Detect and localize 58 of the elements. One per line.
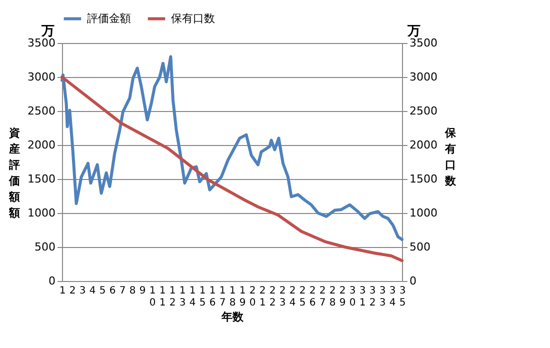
y-tick-label: 3000	[28, 70, 56, 84]
x-tick-label: 1 6	[209, 286, 216, 308]
x-tick-label: 2 4	[289, 286, 296, 308]
y2-tick-label: 0	[410, 274, 416, 288]
y2-axis-title: 保有口数	[444, 126, 457, 188]
x-tick-label: 2 2	[269, 286, 276, 308]
x-tick-label: 6	[109, 286, 116, 296]
x-tick-label: 9	[139, 286, 146, 296]
x-tick-label: 1 3	[179, 286, 186, 308]
legend-label: 保有口数	[171, 12, 215, 25]
x-tick-label: 3 0	[349, 286, 356, 308]
y2-tick-label: 3000	[410, 70, 438, 84]
legend-label: 評価金額	[87, 12, 131, 25]
x-tick-label: 8	[129, 286, 136, 296]
y-tick-label: 2500	[28, 104, 56, 118]
x-tick-label: 1 7	[219, 286, 226, 308]
y2-tick-label: 1000	[410, 206, 438, 220]
y2-tick-label: 3500	[410, 36, 438, 50]
y-tick-label: 2000	[28, 138, 56, 152]
x-tick-label: 1 8	[229, 286, 236, 308]
x-tick-label: 2 5	[299, 286, 306, 308]
y-tick-label: 500	[34, 240, 56, 254]
x-tick-label: 2 9	[339, 286, 346, 308]
y-tick-label: 1000	[28, 206, 56, 220]
x-tick-label: 1 2	[169, 286, 176, 308]
x-tick-label: 3 3	[379, 286, 386, 308]
y2-tick-label: 1500	[410, 172, 438, 186]
x-tick-label: 2 6	[309, 286, 316, 308]
x-tick-label: 2 7	[319, 286, 326, 308]
x-tick-label: 3 2	[369, 286, 376, 308]
text: 万	[406, 24, 420, 39]
y-tick-label: 3500	[28, 36, 56, 50]
x-tick-label: 1 4	[189, 286, 196, 308]
x-tick-label: 3 5	[399, 286, 406, 308]
x-tick-label: 1 5	[199, 286, 206, 308]
text: 万	[40, 24, 54, 39]
x-tick-label: 2 0	[249, 286, 256, 308]
x-tick-label: 2	[69, 286, 76, 296]
x-tick-label: 1 1	[159, 286, 166, 308]
x-tick-label: 7	[119, 286, 126, 296]
y-tick-label: 0	[48, 274, 56, 288]
x-tick-label: 1	[59, 286, 66, 296]
x-axis-title: 年数	[220, 310, 244, 324]
y-tick-label: 1500	[28, 172, 56, 186]
y2-tick-label: 500	[410, 240, 430, 254]
x-tick-label: 1 9	[239, 286, 246, 308]
x-tick-label: 2 8	[329, 286, 336, 308]
x-tick-label: 1 0	[149, 286, 156, 308]
x-tick-label: 2 3	[279, 286, 286, 308]
x-tick-label: 3 1	[359, 286, 366, 308]
x-tick-label: 4	[89, 286, 96, 296]
y2-tick-label: 2000	[410, 138, 438, 152]
y2-tick-label: 2500	[410, 104, 438, 118]
x-tick-label: 3 4	[389, 286, 396, 308]
y-axis-title: 資産評価額額	[8, 126, 20, 220]
x-tick-label: 5	[99, 286, 106, 296]
x-tick-label: 2 1	[259, 286, 266, 308]
x-tick-label: 3	[79, 286, 86, 296]
